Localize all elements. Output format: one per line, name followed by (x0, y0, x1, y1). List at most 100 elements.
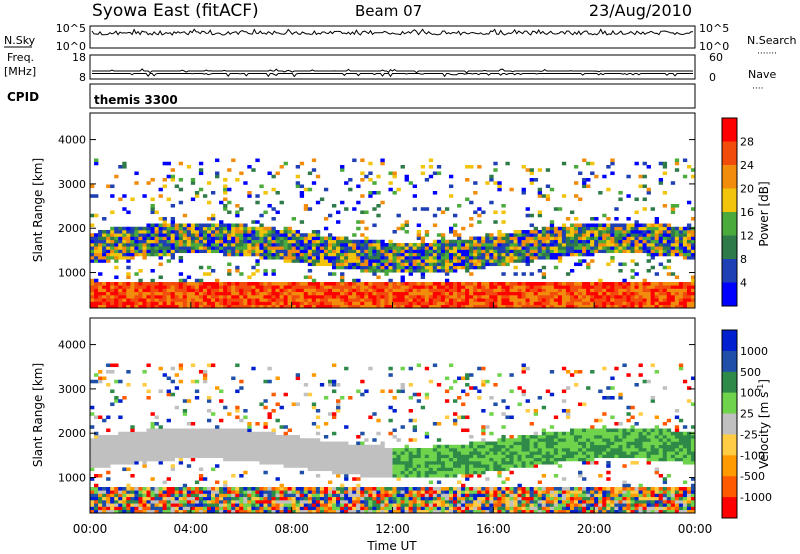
range-cell (372, 249, 377, 254)
range-cell (106, 435, 111, 439)
range-cell (295, 181, 301, 185)
range-cell (682, 304, 688, 309)
range-cell (392, 298, 397, 302)
range-cell (590, 217, 595, 221)
range-cell (182, 487, 188, 491)
range-cell (453, 298, 458, 302)
range-cell (360, 210, 365, 215)
range-cell (448, 269, 454, 273)
range-cell (448, 298, 454, 302)
range-cell (602, 298, 607, 302)
range-cell (118, 282, 123, 286)
range-cell (569, 239, 575, 244)
range-cell (255, 493, 260, 498)
range-cell (110, 493, 115, 498)
range-cell (267, 461, 272, 465)
range-cell (319, 282, 325, 286)
range-cell (142, 301, 147, 306)
range-cell (396, 262, 401, 267)
range-cell (130, 239, 135, 244)
range-cell (110, 291, 115, 296)
range-cell (670, 233, 676, 237)
range-cell (158, 435, 163, 439)
range-cell (537, 252, 543, 257)
range-cell (98, 291, 103, 296)
range-cell (283, 236, 288, 241)
range-cell (94, 503, 99, 507)
range-cell (299, 493, 305, 498)
range-cell (356, 448, 361, 452)
range-cell (243, 226, 248, 231)
range-cell (380, 256, 385, 260)
range-cell (537, 230, 543, 234)
range-cell (549, 282, 555, 286)
power-ylabel: Slant Range [km] (31, 158, 45, 262)
range-cell (582, 243, 587, 247)
range-cell (388, 464, 393, 468)
range-cell (356, 288, 361, 293)
range-cell (271, 457, 276, 462)
range-cell (626, 249, 631, 254)
range-cell (561, 230, 567, 234)
range-cell (586, 288, 591, 293)
range-cell (275, 461, 280, 465)
range-cell (469, 291, 474, 296)
range-cell (598, 243, 603, 247)
range-cell (332, 503, 337, 507)
range-cell (134, 451, 139, 455)
range-cell (356, 200, 361, 205)
range-cell (202, 500, 208, 504)
range-cell (174, 373, 180, 377)
range-cell (126, 249, 131, 254)
range-cell (549, 187, 555, 192)
range-cell (255, 220, 260, 224)
range-cell (356, 220, 361, 224)
range-cell (114, 226, 119, 231)
range-cell (190, 236, 196, 241)
range-cell (626, 246, 631, 250)
range-cell (424, 457, 430, 462)
range-cell (420, 275, 426, 280)
range-cell (682, 249, 688, 254)
range-cell (658, 298, 664, 302)
range-cell (521, 233, 526, 237)
range-cell (267, 298, 272, 302)
range-cell (630, 249, 635, 254)
range-cell (525, 233, 530, 237)
range-cell (574, 181, 579, 185)
range-cell (215, 288, 220, 293)
range-cell (311, 405, 317, 410)
range-cell (215, 496, 220, 501)
range-cell (311, 441, 317, 446)
range-cell (102, 233, 107, 237)
range-cell (158, 301, 163, 306)
range-cell (557, 288, 563, 293)
range-cell (206, 363, 212, 368)
range-cell (239, 386, 244, 390)
range-cell (94, 213, 99, 218)
range-cell (110, 503, 115, 507)
range-cell (206, 490, 212, 494)
range-cell (114, 256, 119, 260)
range-cell (319, 252, 325, 257)
range-cell (569, 223, 575, 228)
range-cell (654, 252, 659, 257)
range-cell (440, 246, 446, 250)
range-cell (537, 210, 543, 215)
range-cell (428, 503, 434, 507)
range-cell (545, 239, 551, 244)
range-cell (638, 291, 643, 296)
range-cell (654, 239, 659, 244)
range-cell (428, 474, 434, 478)
range-cell (263, 233, 268, 237)
range-cell (408, 243, 413, 247)
range-cell (267, 487, 272, 491)
range-cell (90, 506, 95, 511)
range-cell (323, 236, 329, 241)
range-cell (182, 304, 188, 309)
range-cell (444, 291, 450, 296)
range-cell (392, 487, 397, 491)
range-cell (271, 461, 276, 465)
range-cell (477, 288, 482, 293)
range-cell (537, 295, 543, 299)
